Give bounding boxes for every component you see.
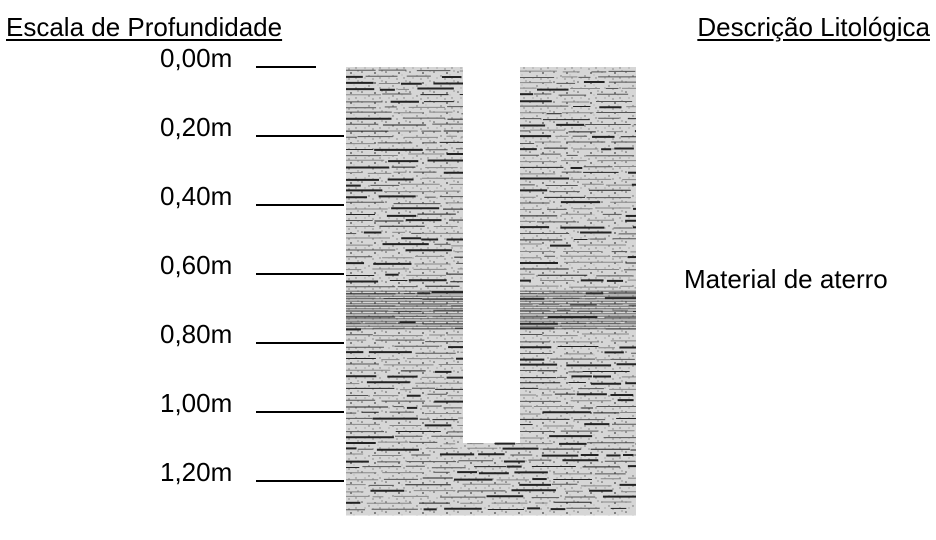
depth-tick xyxy=(256,204,344,206)
lithology-description: Material de aterro xyxy=(684,264,888,294)
depth-label: 0,20m xyxy=(160,112,233,142)
depth-label: 0,00m xyxy=(160,43,233,73)
depth-tick xyxy=(256,411,344,413)
depth-label: 0,80m xyxy=(160,319,233,349)
depth-scale-heading: Escala de Profundidade xyxy=(6,12,283,42)
texture-strata xyxy=(346,69,636,511)
depth-label: 0,40m xyxy=(160,181,233,211)
lithology-description-heading: Descrição Litológica xyxy=(697,12,930,42)
depth-tick xyxy=(256,135,344,137)
depth-label: 1,00m xyxy=(160,388,233,418)
depth-tick xyxy=(256,342,344,344)
depth-label: 0,60m xyxy=(160,250,233,280)
depth-tick xyxy=(256,480,344,482)
depth-tick xyxy=(256,273,344,275)
depth-label: 1,20m xyxy=(160,457,233,487)
depth-tick xyxy=(256,66,316,68)
